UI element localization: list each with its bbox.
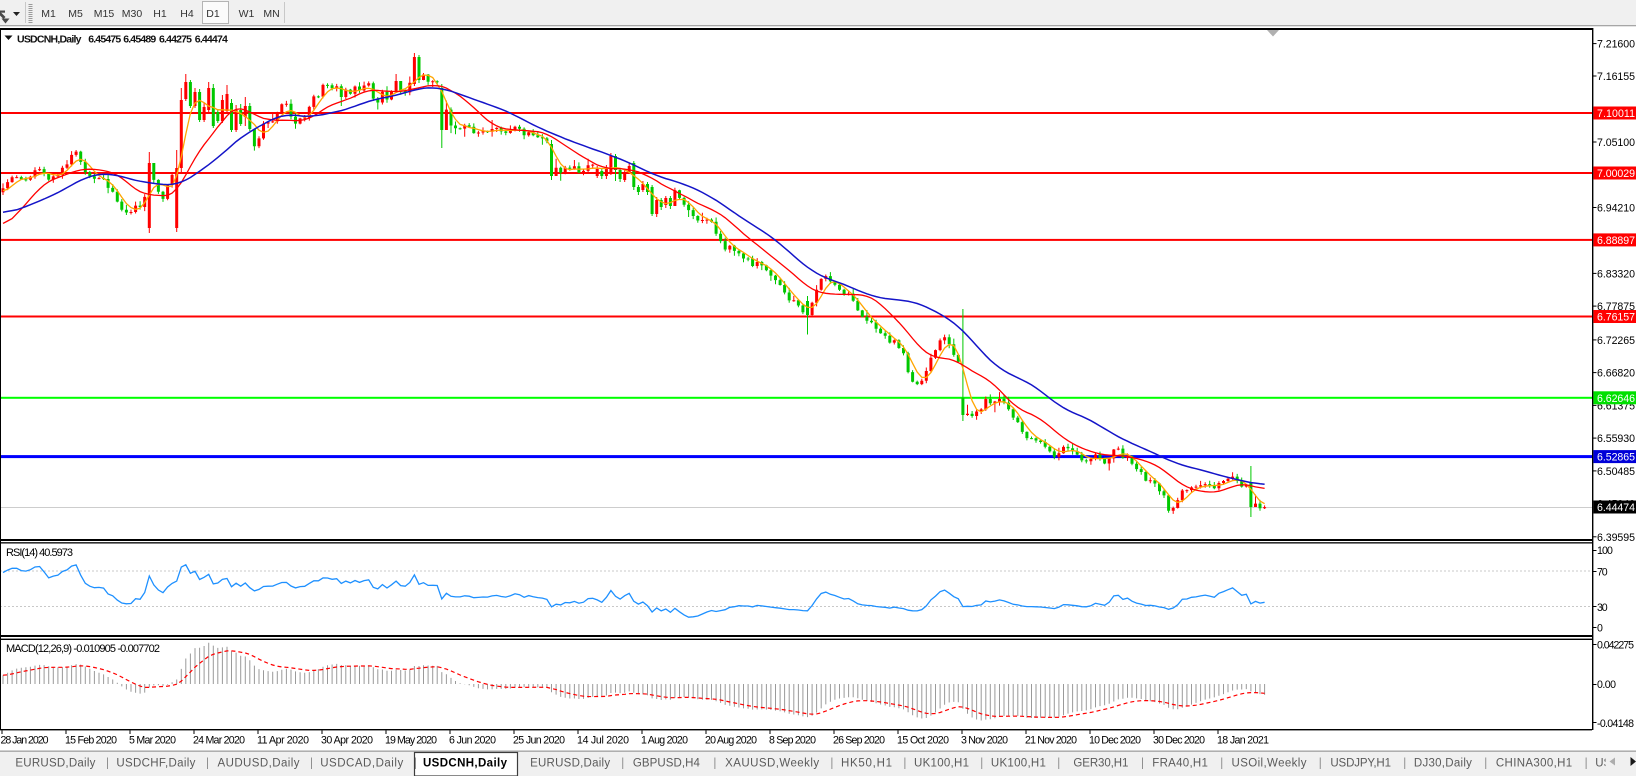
svg-text:6.52865: 6.52865: [1597, 452, 1635, 464]
svg-text:|: |: [1585, 758, 1588, 770]
svg-text:15 Feb 2020: 15 Feb 2020: [65, 735, 117, 747]
svg-text:24 Mar 2020: 24 Mar 2020: [193, 735, 245, 747]
svg-text:EURUSD,Daily: EURUSD,Daily: [530, 758, 610, 770]
svg-text:6.45489: 6.45489: [123, 34, 156, 46]
svg-text:UK100,H1: UK100,H1: [991, 758, 1046, 770]
svg-text:|: |: [713, 758, 716, 770]
svg-text:6.66820: 6.66820: [1597, 368, 1635, 380]
svg-text:H4: H4: [180, 8, 194, 20]
svg-text:6.45475: 6.45475: [88, 34, 121, 46]
svg-text:|: |: [1403, 758, 1406, 770]
svg-text:19 May 2020: 19 May 2020: [385, 735, 437, 747]
svg-text:1 Aug 2020: 1 Aug 2020: [641, 735, 688, 747]
svg-text:6.72265: 6.72265: [1597, 335, 1635, 347]
svg-text:|: |: [206, 758, 209, 770]
svg-text:8 Sep 2020: 8 Sep 2020: [769, 735, 816, 747]
svg-text:MACD(12,26,9) -0.010905 -0.007: MACD(12,26,9) -0.010905 -0.007702: [6, 643, 160, 655]
svg-text:6.44474: 6.44474: [1597, 502, 1635, 514]
svg-text:0.00: 0.00: [1597, 679, 1616, 691]
svg-text:USDJPY,H1: USDJPY,H1: [1330, 758, 1391, 770]
svg-text:|: |: [1141, 758, 1144, 770]
svg-text:70: 70: [1597, 567, 1608, 579]
svg-text:M5: M5: [68, 8, 83, 20]
svg-text:6.88897: 6.88897: [1597, 235, 1635, 247]
svg-text:21 Nov 2020: 21 Nov 2020: [1025, 735, 1077, 747]
svg-text:USDCNH,Daily: USDCNH,Daily: [423, 758, 508, 770]
svg-text:10 Dec 2020: 10 Dec 2020: [1089, 735, 1141, 747]
svg-text:M30: M30: [122, 8, 143, 20]
svg-text:100: 100: [1597, 545, 1613, 557]
svg-text:0: 0: [1597, 623, 1603, 635]
svg-text:-0.04148: -0.04148: [1597, 718, 1634, 730]
svg-text:USDCHF,Daily: USDCHF,Daily: [116, 758, 195, 770]
svg-text:|: |: [903, 758, 906, 770]
svg-text:6.44474: 6.44474: [195, 34, 228, 46]
svg-text:6.39595: 6.39595: [1597, 532, 1635, 544]
svg-text:GBPUSD,H4: GBPUSD,H4: [633, 758, 701, 770]
svg-text:DJ30,Daily: DJ30,Daily: [1414, 758, 1472, 770]
svg-text:|: |: [1484, 758, 1487, 770]
svg-text:|: |: [310, 758, 313, 770]
svg-text:18 Jan 2021: 18 Jan 2021: [1217, 735, 1269, 747]
svg-text:|: |: [1057, 758, 1060, 770]
svg-text:MN: MN: [263, 8, 279, 20]
svg-text:|: |: [980, 758, 983, 770]
svg-text:28 Jan 2020: 28 Jan 2020: [1, 735, 49, 747]
svg-text:5 Mar 2020: 5 Mar 2020: [129, 735, 176, 747]
svg-text:|: |: [1220, 758, 1223, 770]
svg-text:6.83320: 6.83320: [1597, 268, 1635, 280]
svg-text:|: |: [414, 758, 417, 770]
svg-text:6.50485: 6.50485: [1597, 466, 1635, 478]
svg-text:XAUUSD,Weekly: XAUUSD,Weekly: [725, 758, 819, 770]
svg-text:RSI(14) 40.5973: RSI(14) 40.5973: [6, 547, 73, 559]
svg-text:H1: H1: [153, 8, 167, 20]
svg-text:HK50,H1: HK50,H1: [841, 758, 892, 770]
svg-text:UK100,H1: UK100,H1: [914, 758, 969, 770]
svg-text:7.05100: 7.05100: [1597, 137, 1635, 149]
svg-text:M15: M15: [94, 8, 115, 20]
svg-text:7.21600: 7.21600: [1597, 39, 1635, 51]
svg-text:CHINA300,H1: CHINA300,H1: [1496, 758, 1572, 770]
svg-text:D1: D1: [206, 8, 220, 20]
svg-text:FRA40,H1: FRA40,H1: [1152, 758, 1208, 770]
svg-text:|: |: [830, 758, 833, 770]
svg-text:11 Apr 2020: 11 Apr 2020: [257, 735, 309, 747]
svg-text:USDCNH,Daily: USDCNH,Daily: [17, 34, 82, 46]
svg-text:M1: M1: [41, 8, 56, 20]
svg-text:3 Nov 2020: 3 Nov 2020: [961, 735, 1008, 747]
svg-text:6.44275: 6.44275: [159, 34, 192, 46]
svg-text:25 Jun 2020: 25 Jun 2020: [513, 735, 565, 747]
svg-text:20 Aug 2020: 20 Aug 2020: [705, 735, 757, 747]
svg-text:6.55930: 6.55930: [1597, 433, 1635, 445]
svg-text:6 Jun 2020: 6 Jun 2020: [449, 735, 496, 747]
svg-text:7.00029: 7.00029: [1597, 168, 1635, 180]
svg-text:26 Sep 2020: 26 Sep 2020: [833, 735, 885, 747]
svg-text:6.62646: 6.62646: [1597, 393, 1635, 405]
svg-text:|: |: [621, 758, 624, 770]
svg-text:15 Oct 2020: 15 Oct 2020: [897, 735, 949, 747]
svg-text:6.94210: 6.94210: [1597, 203, 1635, 215]
svg-text:14 Jul 2020: 14 Jul 2020: [577, 735, 629, 747]
svg-text:|: |: [1319, 758, 1322, 770]
svg-text:30: 30: [1597, 602, 1608, 614]
svg-text:USOil: USOil: [1595, 758, 1625, 770]
svg-text:7.16155: 7.16155: [1597, 71, 1635, 83]
svg-text:30 Dec 2020: 30 Dec 2020: [1153, 735, 1205, 747]
svg-text:USDCAD,Daily: USDCAD,Daily: [320, 758, 403, 770]
svg-text:|: |: [106, 758, 109, 770]
svg-text:0.042275: 0.042275: [1597, 640, 1634, 652]
svg-text:USOil,Weekly: USOil,Weekly: [1232, 758, 1307, 770]
svg-text:30 Apr 2020: 30 Apr 2020: [321, 735, 373, 747]
svg-text:EURUSD,Daily: EURUSD,Daily: [15, 758, 95, 770]
svg-text:GER30,H1: GER30,H1: [1073, 758, 1128, 770]
svg-text:AUDUSD,Daily: AUDUSD,Daily: [218, 758, 300, 770]
svg-text:6.76157: 6.76157: [1597, 312, 1635, 324]
svg-text:7.10011: 7.10011: [1597, 108, 1635, 120]
svg-text:W1: W1: [239, 8, 255, 20]
